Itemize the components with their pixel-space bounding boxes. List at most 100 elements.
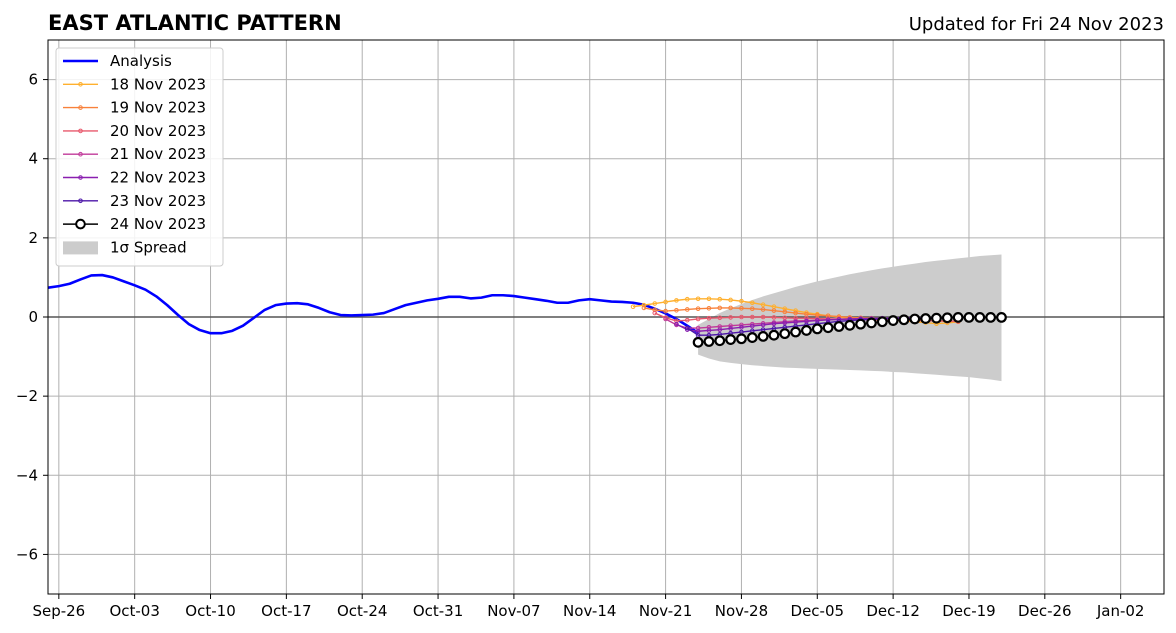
forecast-point: [706, 328, 712, 333]
forecast-point: [728, 315, 733, 320]
y-tick-label: 0: [28, 308, 38, 326]
legend-label: 20 Nov 2023: [110, 122, 206, 140]
current-forecast-point: [996, 311, 1007, 323]
forecast-point: [760, 307, 766, 312]
forecast-point: [717, 296, 723, 302]
current-forecast-point: [844, 319, 856, 331]
analysis-line: [47, 273, 699, 335]
x-tick-label: Nov-07: [487, 602, 540, 620]
forecast-point: [717, 327, 723, 332]
current-forecast-point: [952, 311, 964, 323]
forecast-point: [760, 314, 766, 320]
current-forecast-point: [746, 332, 758, 343]
legend-label: 23 Nov 2023: [110, 192, 206, 210]
x-tick-label: Dec-05: [791, 602, 845, 620]
forecast-point: [652, 301, 658, 306]
legend-marker-current: [75, 218, 86, 230]
legend-label: 22 Nov 2023: [110, 169, 206, 187]
legend-marker-forecast: [78, 82, 83, 87]
current-forecast-point: [931, 312, 942, 324]
current-forecast-point: [768, 329, 780, 341]
legend-marker-forecast: [78, 198, 83, 204]
legend-label: Analysis: [110, 52, 172, 70]
x-tick-label: Nov-14: [563, 602, 616, 620]
forecast-point: [641, 302, 647, 308]
forecast-point: [728, 326, 733, 331]
forecast-point: [771, 321, 777, 327]
forecast-point: [782, 309, 788, 315]
legend-label: 21 Nov 2023: [110, 145, 206, 163]
forecast-point: [717, 305, 723, 311]
x-tick-label: Dec-26: [1018, 602, 1072, 620]
forecast-point: [695, 296, 701, 302]
x-tick-label: Oct-03: [109, 602, 159, 620]
current-forecast-point: [941, 312, 953, 324]
legend-label: 18 Nov 2023: [110, 75, 206, 93]
forecast-point: [728, 297, 733, 303]
forecast-point: [771, 308, 777, 313]
current-forecast-point: [985, 311, 997, 323]
x-tick-label: Dec-12: [866, 602, 920, 620]
current-forecast-point: [811, 323, 823, 335]
legend-label: 19 Nov 2023: [110, 99, 206, 117]
legend-box: [55, 47, 224, 267]
forecast-point: [739, 298, 744, 304]
forecast-point: [674, 307, 679, 313]
forecast-point: [663, 308, 668, 314]
forecast-point: [674, 298, 679, 303]
current-forecast-point: [855, 318, 867, 330]
forecast-point: [782, 320, 788, 326]
forecast-point: [684, 296, 690, 302]
forecast-point: [739, 314, 744, 320]
x-tick-label: Oct-24: [337, 602, 387, 620]
y-tick-label: −2: [16, 387, 38, 405]
forecast-point: [663, 316, 668, 322]
chart-title: EAST ATLANTIC PATTERN: [48, 11, 342, 35]
legend-label: 1σ Spread: [110, 238, 187, 256]
forecast-point: [684, 307, 690, 312]
y-tick-label: 6: [28, 71, 38, 89]
forecast-point: [825, 317, 831, 323]
legend-marker-forecast: [78, 128, 83, 134]
forecast-point: [728, 323, 733, 329]
forecast-point: [674, 321, 679, 327]
y-tick-label: 2: [28, 229, 38, 247]
current-forecast-point: [736, 333, 747, 345]
forecast-point: [706, 305, 712, 311]
legend-swatch-spread: [63, 241, 98, 255]
forecast-point: [749, 323, 755, 329]
forecast-point: [641, 305, 647, 311]
current-forecast-point: [725, 334, 737, 345]
x-tick-label: Nov-21: [639, 602, 692, 620]
forecast-point: [728, 305, 733, 311]
x-tick-label: Oct-17: [261, 602, 311, 620]
current-forecast-point: [898, 314, 910, 326]
axes: Sep-26 Oct-03 Oct-10 Oct-17 Oct-24 Oct-31 Nov-…: [16, 39, 1165, 620]
current-forecast-point: [822, 322, 834, 334]
legend: Analysis 18 Nov 2023 19 Nov 2023 20 Nov 202…: [55, 47, 224, 267]
x-tick-label: Oct-10: [185, 602, 235, 620]
x-tick-label: Jan-02: [1096, 602, 1145, 620]
forecast-point: [630, 304, 636, 310]
current-forecast-point: [920, 313, 932, 324]
current-forecast-point: [692, 336, 704, 348]
current-forecast-point: [833, 321, 845, 332]
x-tick-label: Nov-28: [715, 602, 768, 620]
current-forecast-point: [876, 316, 888, 328]
current-forecast-point: [801, 325, 812, 336]
forecast-point: [684, 317, 690, 323]
current-forecast-point: [963, 311, 975, 323]
chart-subtitle: Updated for Fri 24 Nov 2023: [909, 14, 1164, 35]
y-tick-label: −4: [16, 466, 38, 484]
y-tick-label: −6: [16, 545, 38, 563]
current-forecast-point: [866, 317, 877, 329]
forecast-point: [663, 299, 668, 305]
x-tick-label: Oct-31: [413, 602, 463, 620]
forecast-point: [749, 300, 755, 306]
current-forecast-point: [714, 335, 726, 347]
current-forecast-point: [757, 330, 769, 342]
forecast-point: [695, 306, 701, 311]
forecast-point: [760, 322, 766, 328]
current-forecast-point: [779, 328, 791, 340]
